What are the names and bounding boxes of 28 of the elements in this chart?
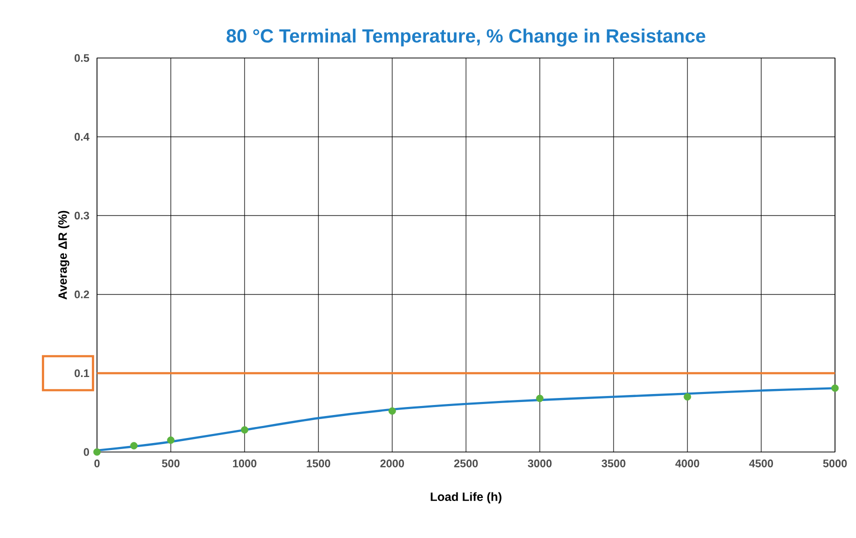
x-tick-label: 3000 <box>528 460 552 468</box>
y-tick-label: 0 <box>84 448 90 456</box>
x-tick-label: 0 <box>94 460 100 468</box>
y-tick-label: 0.2 <box>74 290 90 298</box>
y-tick-label: 0.3 <box>74 212 90 220</box>
x-tick-label: 2000 <box>380 460 404 468</box>
x-tick-label: 4500 <box>749 460 773 468</box>
point <box>93 448 101 456</box>
x-tick-label: 5000 <box>823 460 847 468</box>
point <box>536 394 544 402</box>
x-axis-title: Load Life (h) <box>430 492 502 504</box>
chart-title: 80 °C Terminal Temperature, % Change in Resistance <box>226 28 706 46</box>
y-tick-label: 0.4 <box>74 132 90 141</box>
point <box>240 426 248 434</box>
point <box>388 407 396 415</box>
point <box>130 442 138 450</box>
point <box>167 436 174 444</box>
point <box>684 393 692 401</box>
y-tick-label: 0.5 <box>74 54 90 62</box>
x-tick-label: 4000 <box>675 460 700 468</box>
x-tick-label: 1500 <box>306 460 330 468</box>
y-axis-title: Average ΔR (%) <box>58 210 70 300</box>
point <box>831 384 839 392</box>
y-tick-label: 0.1 <box>74 369 90 378</box>
x-tick-label: 500 <box>162 460 180 468</box>
x-tick-label: 3500 <box>602 460 626 468</box>
x-tick-label: 2500 <box>454 460 478 468</box>
x-tick-label: 1000 <box>233 460 256 468</box>
